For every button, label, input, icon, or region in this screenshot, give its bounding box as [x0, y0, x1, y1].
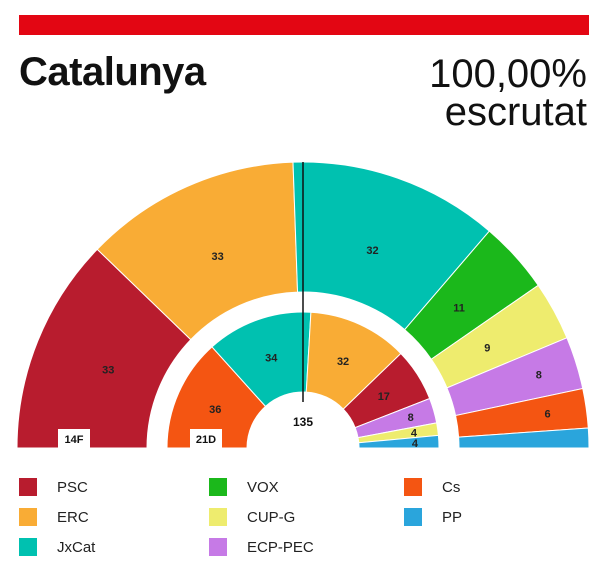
seat-label-14f-vox: 11 [453, 302, 465, 314]
seat-label-21d-cs: 36 [209, 404, 221, 416]
legend-swatch-erc [19, 508, 37, 526]
total-seats-label: 135 [293, 415, 313, 429]
legend-label-pp: PP [442, 508, 463, 526]
seat-label-14f-cup-g: 9 [484, 342, 490, 354]
legend: PSC ERC JxCat VOX CUP-G ECP-PEC Cs PP [19, 474, 589, 564]
top-accent-bar [19, 15, 589, 35]
legend-label-vox: VOX [247, 478, 279, 496]
scrutiny-percentage: 100,00% [429, 52, 587, 96]
legend-swatch-cs [404, 478, 422, 496]
legend-item-ecp-pec: ECP-PEC [209, 537, 314, 557]
seat-label-21d-ecp-pec: 8 [408, 412, 414, 424]
seat-label-21d-psc: 17 [378, 391, 390, 403]
seat-label-21d-jxcat: 34 [265, 352, 278, 364]
legend-label-cup-g: CUP-G [247, 508, 296, 526]
legend-swatch-vox [209, 478, 227, 496]
seat-label-14f-cs: 6 [545, 409, 551, 421]
seat-label-21d-pp: 4 [412, 438, 419, 450]
legend-swatch-cup-g [209, 508, 227, 526]
legend-item-cup-g: CUP-G [209, 507, 295, 527]
ring-tag-14f: 14F [65, 434, 84, 446]
seat-arc-21d-pp [358, 434, 440, 449]
seat-label-14f-psc: 33 [102, 364, 114, 376]
ring-tag-box-21d [190, 429, 222, 448]
legend-item-cs: Cs [404, 477, 460, 497]
legend-item-vox: VOX [209, 477, 279, 497]
legend-label-psc: PSC [57, 478, 88, 496]
scrutiny-status: 100,00% escrutat [429, 52, 587, 134]
legend-swatch-ecp-pec [209, 538, 227, 556]
legend-swatch-pp [404, 508, 422, 526]
seat-label-14f-erc: 33 [211, 251, 223, 263]
legend-swatch-psc [19, 478, 37, 496]
legend-item-psc: PSC [19, 477, 88, 497]
seat-label-14f-jxcat: 32 [366, 245, 378, 257]
ring-tag-21d: 21D [196, 434, 216, 446]
legend-label-ecp-pec: ECP-PEC [247, 538, 314, 556]
seat-label-21d-erc: 32 [337, 356, 349, 368]
legend-label-jxcat: JxCat [57, 538, 96, 556]
seat-label-21d-cup-g: 4 [411, 427, 418, 439]
legend-item-pp: PP [404, 507, 462, 527]
ring-tag-box-14f [58, 429, 90, 448]
legend-item-erc: ERC [19, 507, 89, 527]
seat-label-14f-ecp-pec: 8 [536, 369, 542, 381]
scrutiny-label: escrutat [444, 90, 587, 134]
page-title: Catalunya [19, 50, 206, 94]
legend-label-erc: ERC [57, 508, 89, 526]
legend-item-jxcat: JxCat [19, 537, 95, 557]
legend-label-cs: Cs [442, 478, 461, 496]
legend-swatch-jxcat [19, 538, 37, 556]
seat-arc-14f-pp [458, 427, 590, 449]
